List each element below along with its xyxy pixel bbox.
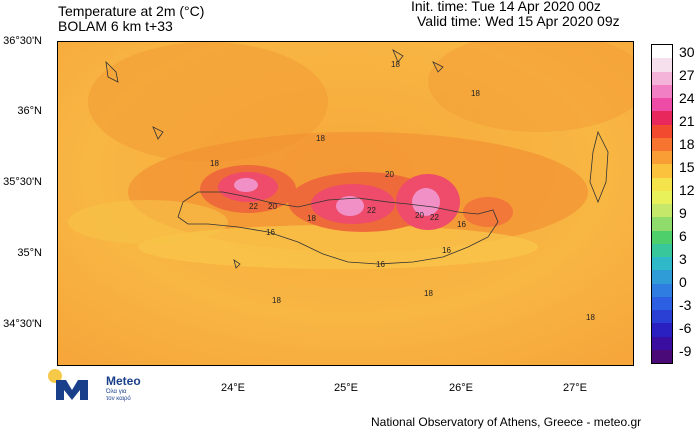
contour-label: 22 bbox=[367, 206, 376, 215]
colorbar-segment bbox=[652, 230, 672, 244]
colorbar-segment bbox=[652, 204, 672, 218]
meteo-logo[interactable]: Meteo Όλα για τον καιρό bbox=[44, 368, 164, 408]
colorbar-segment bbox=[652, 243, 672, 257]
hotspot-far-east bbox=[463, 197, 513, 227]
island-kythera bbox=[105, 60, 119, 83]
colorbar-segment bbox=[652, 336, 672, 350]
valid-time: Valid time: Wed 15 Apr 2020 09z bbox=[417, 13, 620, 29]
temperature-colorbar bbox=[651, 44, 673, 364]
colorbar-segment bbox=[652, 217, 672, 231]
crete-coastline bbox=[177, 191, 499, 265]
logo-tagline-2: τον καιρό bbox=[106, 396, 131, 402]
colorbar-label: -9 bbox=[679, 343, 692, 359]
colorbar-segment bbox=[652, 124, 672, 138]
zone-nw bbox=[88, 42, 328, 162]
contour-label: 20 bbox=[268, 202, 277, 211]
map-title-line2: BOLAM 6 km t+33 bbox=[58, 18, 173, 34]
contour-label: 18 bbox=[471, 89, 480, 98]
colorbar-label: 15 bbox=[679, 159, 695, 175]
contour-label: 16 bbox=[457, 220, 466, 229]
zone-ne bbox=[428, 42, 633, 132]
island-karpathos bbox=[589, 130, 609, 204]
colorbar-label: 3 bbox=[679, 251, 687, 267]
colorbar-segment bbox=[652, 257, 672, 271]
island-gavdos bbox=[233, 259, 241, 269]
colorbar-label: 30 bbox=[679, 44, 695, 60]
map-title-line1: Temperature at 2m (°C) bbox=[58, 3, 205, 19]
colorbar-label: 0 bbox=[679, 274, 687, 290]
contour-label: 18 bbox=[316, 134, 325, 143]
contour-label: 16 bbox=[442, 246, 451, 255]
colorbar-segment bbox=[652, 45, 672, 59]
lon-label-27: 27°E bbox=[563, 382, 587, 394]
colorbar-segment bbox=[652, 349, 672, 363]
logo-tagline-1: Όλα για bbox=[106, 389, 127, 395]
lon-label-25: 25°E bbox=[334, 382, 358, 394]
temperature-field bbox=[58, 42, 633, 365]
colorbar-label: 9 bbox=[679, 205, 687, 221]
colorbar-label: -3 bbox=[679, 297, 692, 313]
contour-label: 18 bbox=[424, 289, 433, 298]
contour-label: 20 bbox=[415, 211, 424, 220]
contour-label: 18 bbox=[586, 313, 595, 322]
contour-label: 22 bbox=[430, 213, 439, 222]
lat-label-35-30: 35°30'N bbox=[3, 176, 42, 188]
colorbar-segment bbox=[652, 310, 672, 324]
logo-name: Meteo bbox=[106, 374, 141, 388]
colorbar-segment bbox=[652, 58, 672, 72]
zone-cool-west bbox=[68, 200, 228, 244]
colorbar-segment bbox=[652, 137, 672, 151]
init-time: Init. time: Tue 14 Apr 2020 00z bbox=[411, 0, 601, 14]
island-milos bbox=[392, 49, 404, 63]
contour-label: 22 bbox=[249, 202, 258, 211]
contour-label: 16 bbox=[266, 228, 275, 237]
contour-label: 18 bbox=[210, 159, 219, 168]
colorbar-label: 12 bbox=[679, 182, 695, 198]
footer-credit: National Observatory of Athens, Greece -… bbox=[371, 415, 642, 429]
colorbar-label: -6 bbox=[679, 320, 692, 336]
meteo-logo-icon bbox=[48, 369, 88, 400]
colorbar-segment bbox=[652, 164, 672, 178]
colorbar-segment bbox=[652, 270, 672, 284]
contour-label: 18 bbox=[272, 296, 281, 305]
temperature-map: 18 18 18 18 20 22 20 22 20 22 18 16 16 1… bbox=[57, 41, 634, 366]
colorbar-segment bbox=[652, 151, 672, 165]
colorbar-segment bbox=[652, 71, 672, 85]
lat-label-34-30: 34°30'N bbox=[3, 318, 42, 330]
contour-label: 20 bbox=[385, 170, 394, 179]
colorbar-segment bbox=[652, 283, 672, 297]
lat-label-36: 36°N bbox=[17, 105, 42, 117]
island-santorini bbox=[432, 61, 444, 73]
lon-label-24: 24°E bbox=[221, 382, 245, 394]
island-antikythera bbox=[152, 126, 164, 140]
colorbar-label: 18 bbox=[679, 136, 695, 152]
contour-label: 18 bbox=[391, 60, 400, 69]
lat-label-35: 35°N bbox=[17, 247, 42, 259]
colorbar-segment bbox=[652, 84, 672, 98]
hotspot-central-core bbox=[336, 196, 364, 216]
lat-label-36-30: 36°30'N bbox=[3, 35, 42, 47]
hotspot-east-core bbox=[412, 188, 440, 216]
lon-label-26: 26°E bbox=[449, 382, 473, 394]
colorbar-segment bbox=[652, 177, 672, 191]
colorbar-segment bbox=[652, 98, 672, 112]
colorbar-segment bbox=[652, 323, 672, 337]
colorbar-label: 24 bbox=[679, 90, 695, 106]
contour-label: 16 bbox=[376, 260, 385, 269]
colorbar-segment bbox=[652, 111, 672, 125]
contour-label: 18 bbox=[307, 214, 316, 223]
hotspot-west-core bbox=[234, 178, 258, 192]
colorbar-label: 27 bbox=[679, 67, 695, 83]
colorbar-segment bbox=[652, 296, 672, 310]
colorbar-label: 6 bbox=[679, 228, 687, 244]
colorbar-label: 21 bbox=[679, 113, 695, 129]
colorbar-segment bbox=[652, 190, 672, 204]
